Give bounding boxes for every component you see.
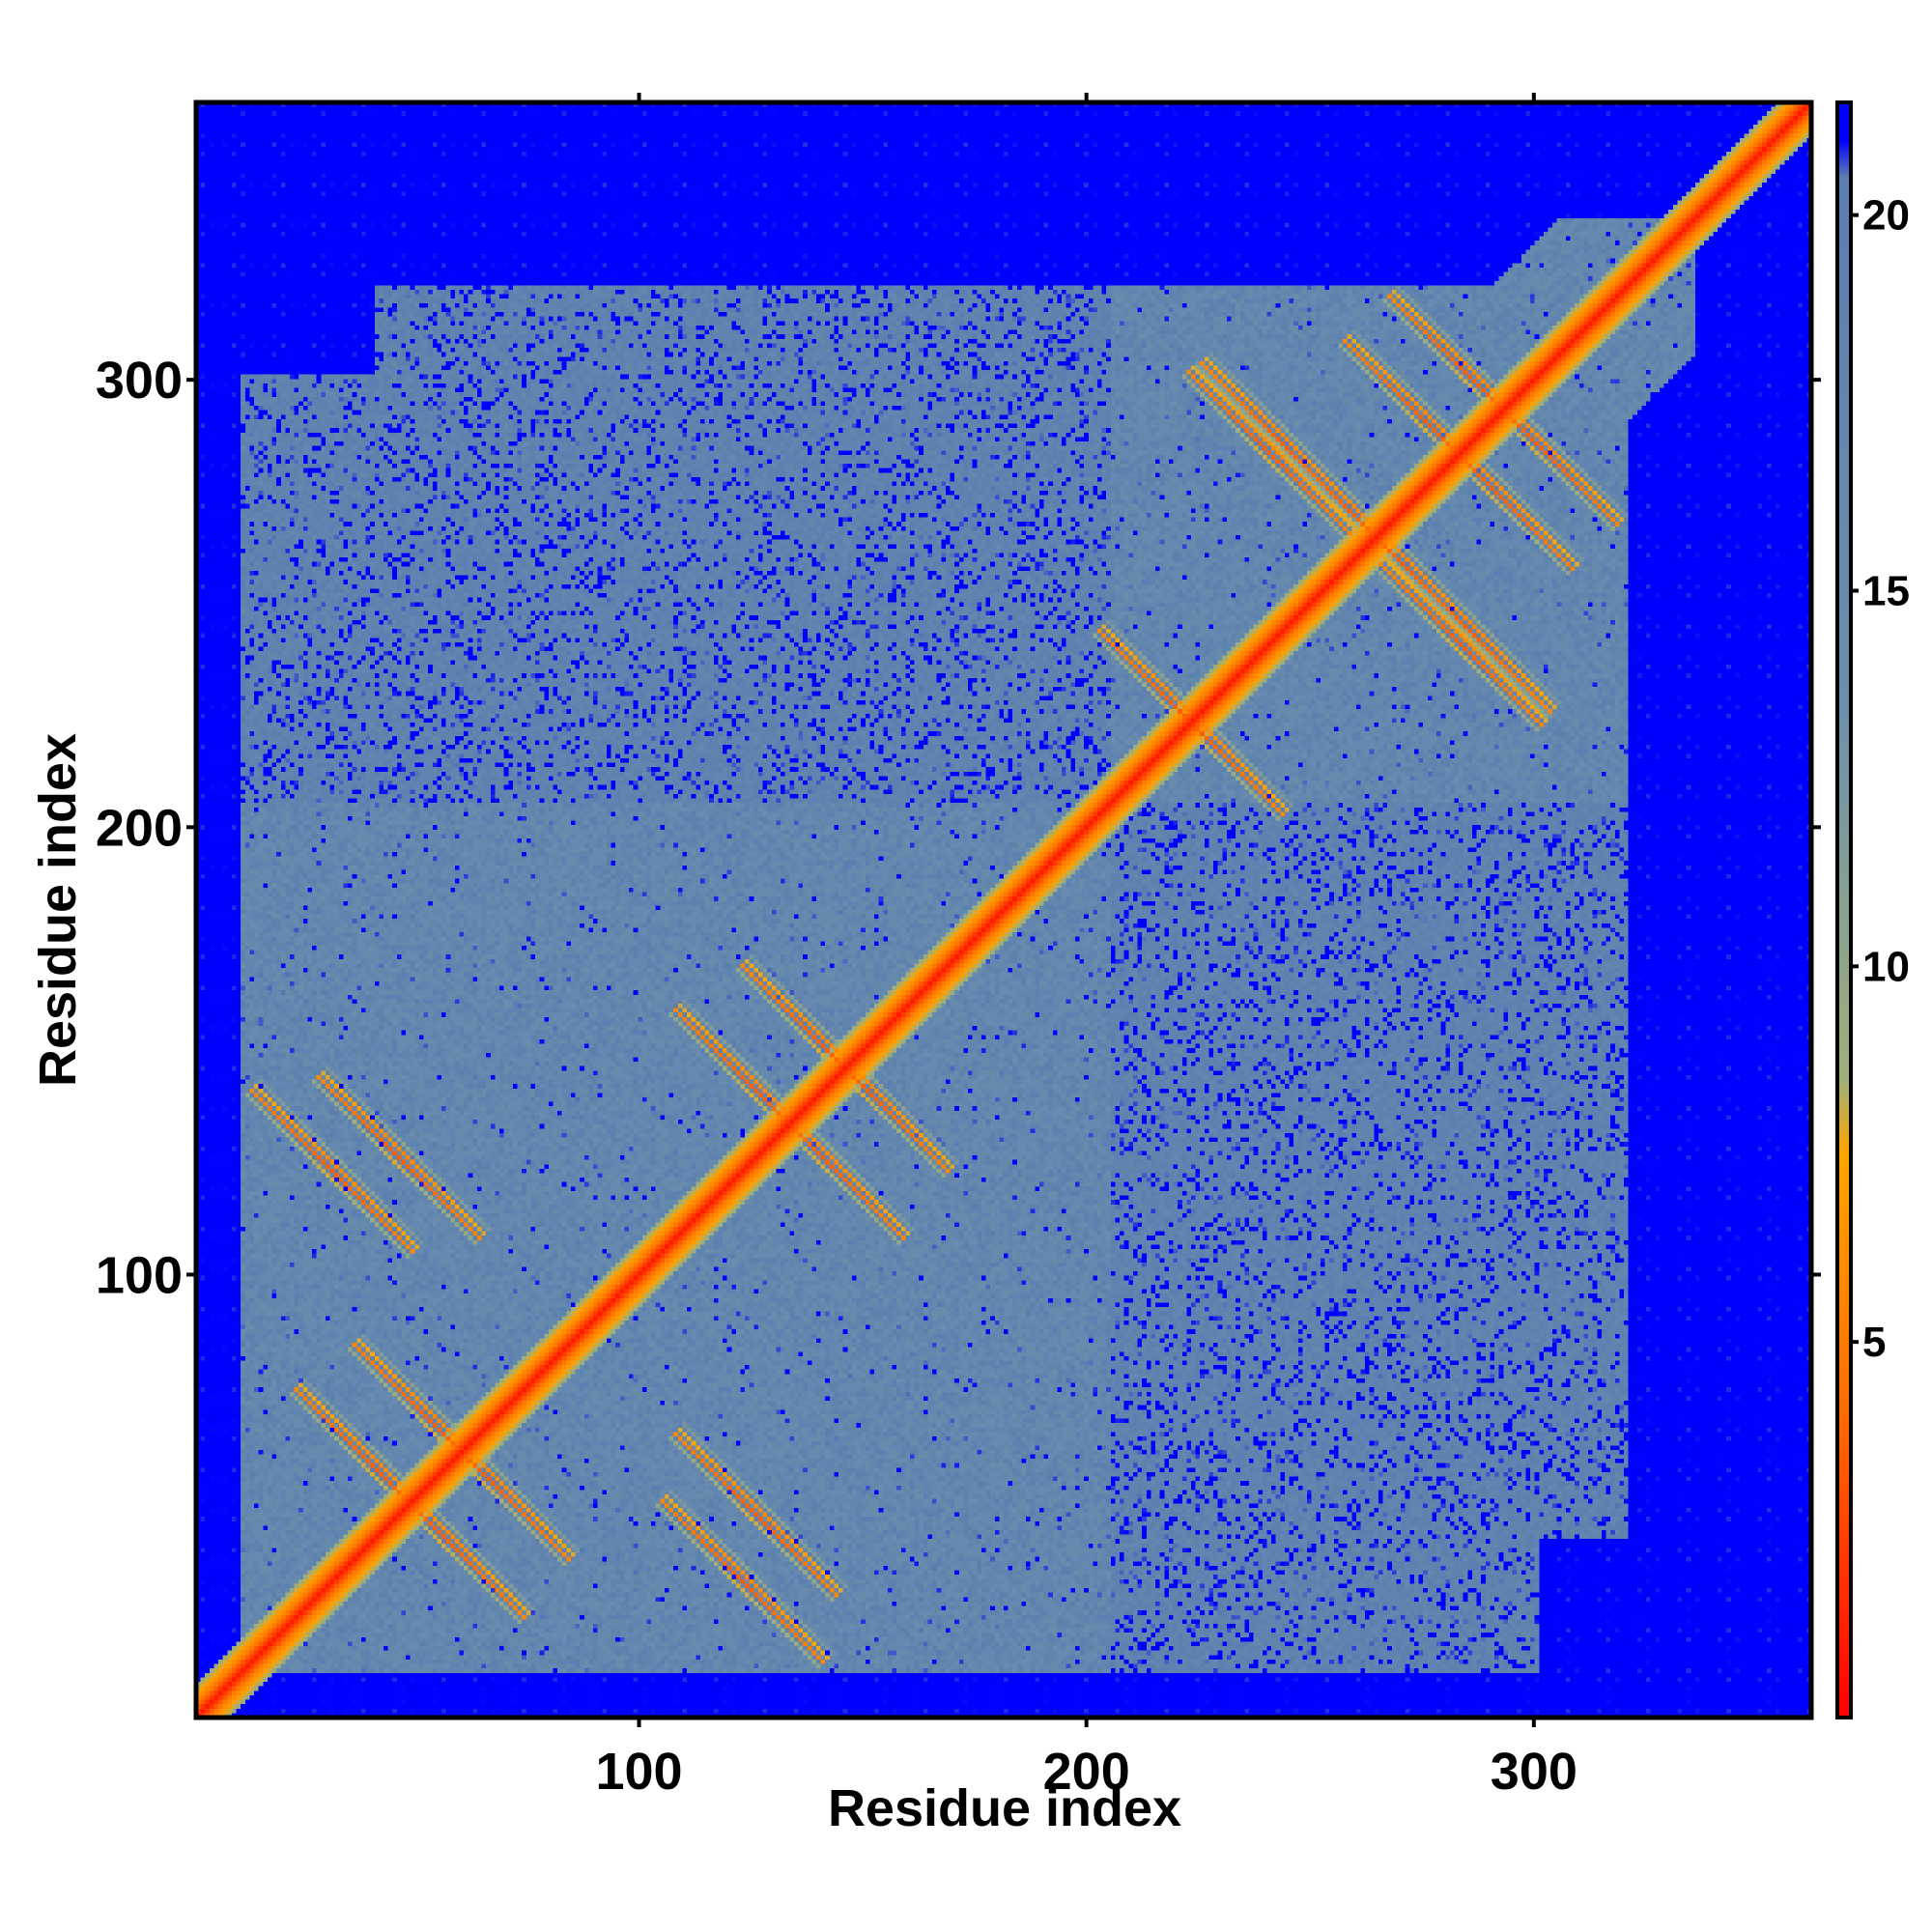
x-axis: 100 200 300 <box>595 93 1577 1801</box>
y-tick-label: 100 <box>96 1246 183 1304</box>
y-axis: 100 200 300 <box>96 352 1821 1304</box>
y-tick-label: 200 <box>96 799 183 857</box>
distance-heatmap <box>196 102 1811 1718</box>
x-tick-label: 300 <box>1491 1743 1577 1801</box>
colorbar-tick-label: 10 <box>1862 943 1910 990</box>
plot-frame <box>193 99 1814 1720</box>
y-axis-title: Residue index <box>29 733 87 1087</box>
colorbar-tick-label: 15 <box>1862 567 1910 614</box>
x-tick-label: 100 <box>595 1743 682 1801</box>
colorbar: 5 10 15 20 <box>1835 100 1910 1719</box>
x-tick-label: 200 <box>1043 1743 1130 1801</box>
plot-area <box>193 99 1814 1720</box>
colorbar-gradient <box>1835 100 1853 1719</box>
colorbar-tick-label: 5 <box>1862 1319 1886 1366</box>
colorbar-tick-label: 20 <box>1862 192 1910 240</box>
y-tick-label: 300 <box>96 352 183 410</box>
x-axis-title: Residue index <box>828 1779 1181 1837</box>
